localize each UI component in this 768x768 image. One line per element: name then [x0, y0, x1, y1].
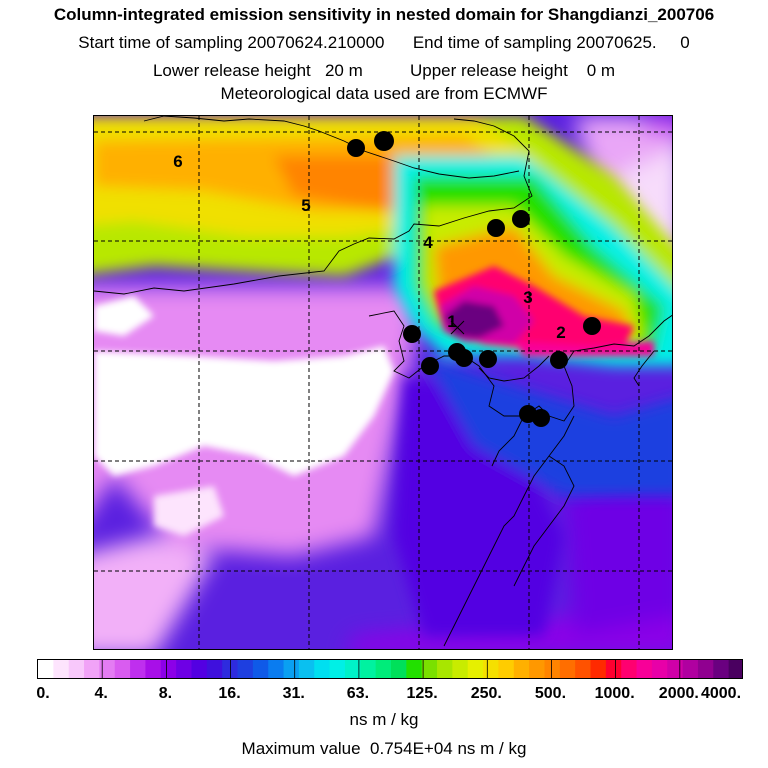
color-swatch	[697, 660, 714, 678]
lower-release-text: Lower release height 20 m	[152, 61, 363, 80]
sensitivity-field: 1 2 3 4 5 6	[94, 116, 672, 649]
color-scale-tick-label: 16.	[218, 685, 241, 702]
color-swatch	[206, 660, 223, 678]
color-scale-unit: ns m / kg	[349, 710, 419, 729]
color-scale-tick-label: 31.	[282, 685, 305, 702]
color-swatch	[513, 660, 530, 678]
maximum-value-text: Maximum value 0.754E+04 ns m / kg	[241, 739, 527, 758]
receptor-points	[347, 131, 601, 427]
color-swatch	[575, 660, 592, 678]
color-swatch	[344, 660, 361, 678]
contour-label-3: 3	[523, 288, 532, 307]
color-scale-tick-label: 2000.	[658, 685, 699, 702]
contour-label-6: 6	[173, 152, 182, 171]
color-swatch	[467, 660, 484, 678]
color-swatch	[99, 660, 116, 678]
color-swatch	[651, 660, 668, 678]
sensitivity-map: 1 2 3 4 5 6	[93, 115, 673, 650]
map-title: Column-integrated emission sensitivity i…	[53, 5, 715, 24]
color-scale-tick-label: 4000.	[700, 685, 742, 702]
color-swatch	[68, 660, 85, 678]
release-height-line: Lower release height 20 m Upper release …	[0, 61, 768, 81]
sampling-time-line: Start time of sampling 20070624.210000 E…	[0, 33, 768, 53]
color-swatch	[406, 660, 423, 678]
upper-release-text: Upper release height 0 m	[409, 61, 616, 80]
met-source-text: Meteorological data used are from ECMWF	[220, 84, 548, 103]
color-swatch	[605, 660, 622, 678]
color-swatch	[283, 660, 300, 678]
color-swatch	[728, 660, 742, 678]
color-swatch	[437, 660, 453, 678]
color-swatch	[667, 660, 684, 678]
color-swatch	[590, 660, 607, 678]
color-swatch	[452, 660, 469, 678]
contour-label-2: 2	[556, 323, 565, 342]
color-swatch	[375, 660, 392, 678]
color-swatch	[529, 660, 546, 678]
color-swatch	[559, 660, 576, 678]
color-swatch	[53, 660, 70, 678]
color-swatch	[237, 660, 254, 678]
color-swatch	[682, 660, 699, 678]
color-swatch	[360, 660, 377, 678]
color-swatch	[252, 660, 269, 678]
color-swatch	[498, 660, 515, 678]
color-scale-tick-label: 250.	[470, 685, 502, 702]
color-scale-tick-label: 0.	[36, 685, 50, 702]
color-swatch	[176, 660, 193, 678]
color-swatch	[636, 660, 653, 678]
color-swatch	[329, 660, 346, 678]
color-swatch	[114, 660, 131, 678]
color-swatch	[38, 660, 54, 678]
color-scale-tick-label: 8.	[158, 685, 173, 702]
contour-label-1: 1	[447, 312, 456, 331]
start-time-text: Start time of sampling 20070624.210000	[78, 33, 385, 52]
color-swatch	[421, 660, 438, 678]
color-swatch	[145, 660, 162, 678]
color-swatch	[621, 660, 638, 678]
color-swatch	[130, 660, 147, 678]
color-scale-tick-label: 4.	[94, 685, 108, 702]
contour-label-4: 4	[423, 233, 433, 252]
field-peak-shading	[94, 266, 654, 536]
color-scale-tick-label: 63.	[346, 685, 370, 702]
color-swatch	[160, 660, 177, 678]
color-scale-tick-label: 125.	[406, 685, 438, 702]
color-swatch	[191, 660, 208, 678]
color-swatch	[713, 660, 730, 678]
color-swatch	[391, 660, 407, 678]
color-swatch	[268, 660, 285, 678]
color-swatch	[298, 660, 315, 678]
color-swatch	[314, 660, 331, 678]
color-scale-bar	[37, 659, 743, 679]
site-marker-icon	[450, 320, 465, 335]
color-swatch	[544, 660, 561, 678]
color-scale-swatches	[38, 660, 742, 678]
color-swatch	[483, 660, 500, 678]
contour-label-5: 5	[301, 196, 310, 215]
color-swatch	[84, 660, 100, 678]
end-time-text: End time of sampling 20070625. 0	[412, 33, 690, 52]
coastlines-borders	[94, 116, 672, 647]
color-scale-tick-label: 1000.	[594, 685, 635, 702]
color-scale-tick-label: 500.	[534, 685, 567, 702]
